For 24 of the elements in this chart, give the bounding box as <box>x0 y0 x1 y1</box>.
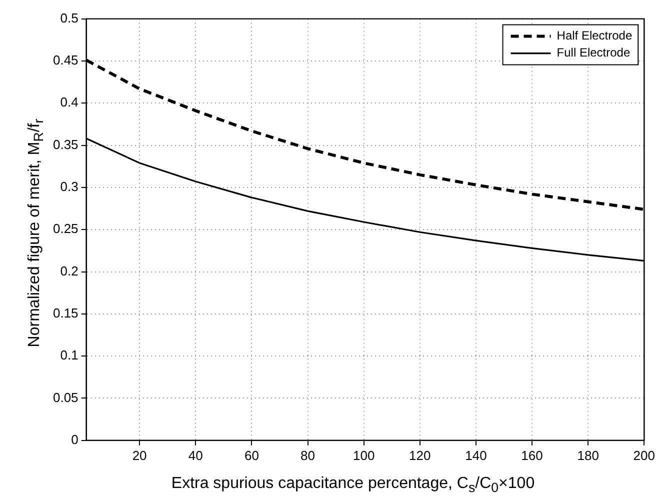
y-tick-label: 0.45 <box>52 52 78 68</box>
y-tick-label: 0.2 <box>60 263 78 278</box>
y-tick-label: 0.1 <box>60 348 78 363</box>
x-tick-label: 200 <box>633 448 656 463</box>
y-tick-label: 0.15 <box>52 306 78 320</box>
y-tick-label: 0.05 <box>52 390 78 405</box>
x-tick-label: 160 <box>521 448 543 463</box>
x-tick-label: 20 <box>132 448 147 463</box>
x-tick-label: 80 <box>300 448 315 463</box>
x-tick-label: 120 <box>409 448 431 463</box>
legend-label: Half Electrode <box>556 28 632 43</box>
y-tick-label: 0.25 <box>52 221 78 236</box>
y-tick-label: 0.3 <box>60 179 78 194</box>
y-tick-label: 0.5 <box>60 10 78 26</box>
x-tick-label: 140 <box>465 448 487 463</box>
x-axis-title: Extra spurious capacitance percentage, C$_{s}$/C$_{0}$×100 <box>170 474 536 495</box>
x-tick-label: 100 <box>352 448 375 463</box>
y-tick-label: 0.35 <box>52 136 78 152</box>
y-tick-label: 0 <box>71 432 78 447</box>
y-tick-label: 0.4 <box>60 94 78 110</box>
x-tick-label: 180 <box>577 448 599 463</box>
legend-label: Full Electrode <box>556 46 630 60</box>
x-tick-label: 40 <box>188 448 203 463</box>
x-tick-label: 60 <box>244 448 259 463</box>
